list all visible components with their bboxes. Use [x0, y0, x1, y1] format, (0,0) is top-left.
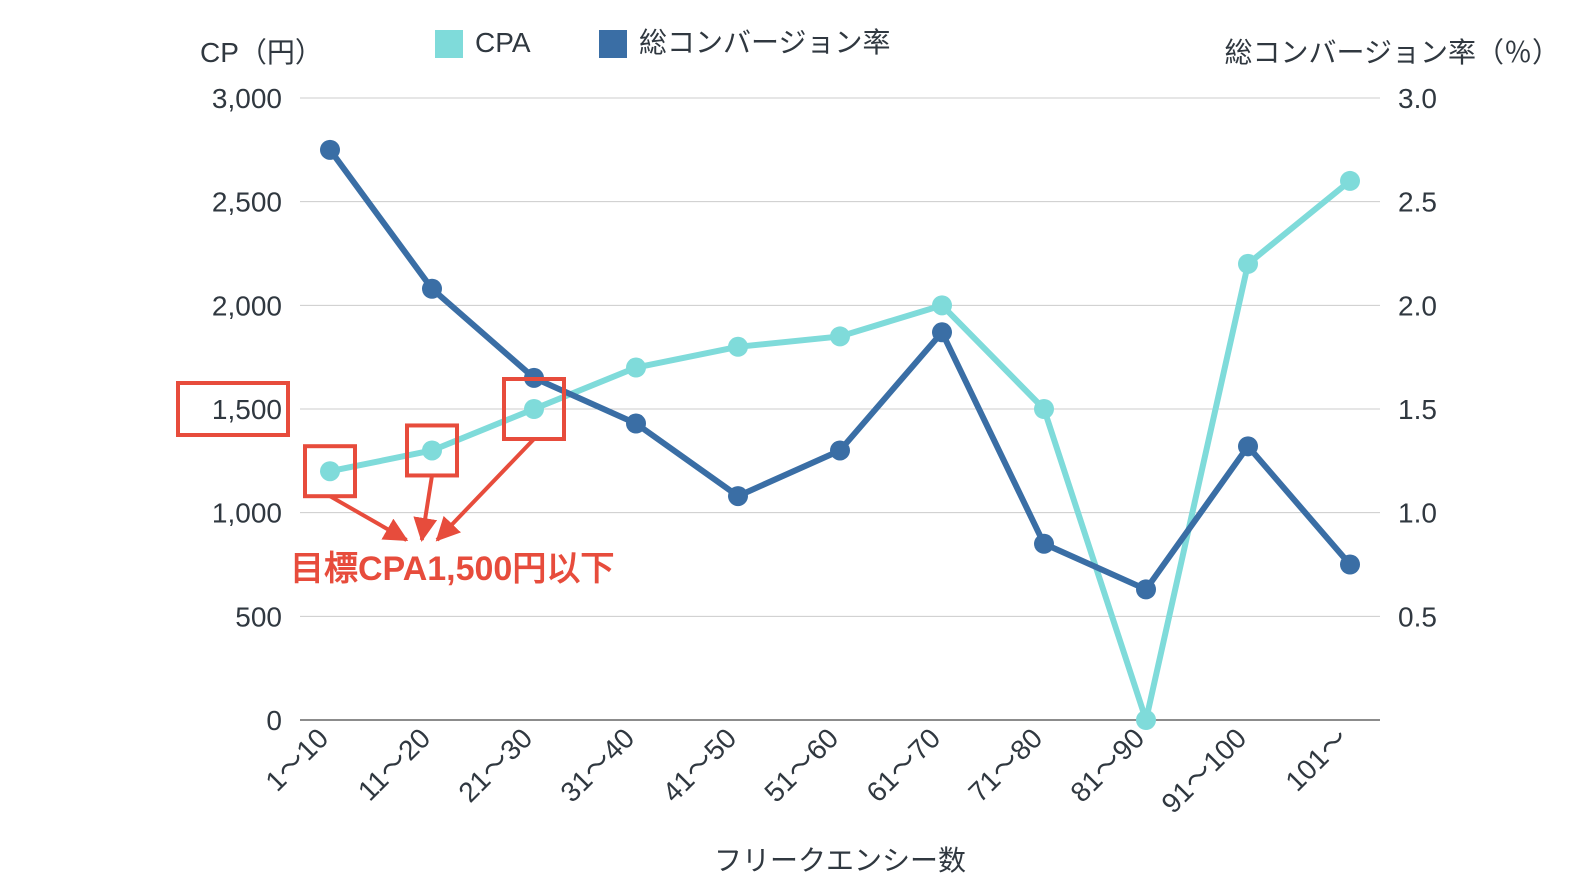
series-marker [1340, 555, 1360, 575]
series-marker [1034, 399, 1054, 419]
series-marker [626, 358, 646, 378]
y-right-tick-label: 1.0 [1398, 498, 1437, 529]
series-marker [524, 399, 544, 419]
series-marker [320, 461, 340, 481]
y-right-axis-title: 総コンバージョン率（％） [1225, 37, 1560, 68]
series-marker [1238, 254, 1258, 274]
annotation-text: 目標CPA1,500円以下 [290, 550, 614, 588]
x-tick-label: 21〜30 [452, 722, 538, 808]
x-tick-label: 101〜 [1279, 722, 1354, 797]
legend-swatch [599, 30, 627, 58]
x-tick-label: 41〜50 [656, 722, 742, 808]
legend-swatch [435, 30, 463, 58]
y-left-tick-label: 1,500 [212, 394, 282, 425]
series-marker [830, 440, 850, 460]
annotation-arrow [422, 475, 432, 540]
x-tick-label: 91〜100 [1155, 722, 1252, 819]
y-left-tick-label: 0 [266, 705, 282, 736]
x-tick-label: 61〜70 [860, 722, 946, 808]
series-marker [626, 414, 646, 434]
series-marker [1340, 171, 1360, 191]
series-marker [1238, 436, 1258, 456]
cpa-conversion-chart: 0 500 1,000 1,500 2,000 2,500 3,000 0.5 1.0 1.5 2.… [0, 0, 1586, 888]
chart-container: 0 500 1,000 1,500 2,000 2,500 3,000 0.5 1.0 1.5 2.… [0, 0, 1586, 888]
legend-label: CPA [475, 27, 531, 58]
series-marker [1034, 534, 1054, 554]
series-marker [1136, 710, 1156, 730]
x-tick-label: 11〜20 [352, 722, 436, 806]
series-marker [320, 140, 340, 160]
annotation-arrow [437, 439, 534, 540]
y-right-tick-label: 3.0 [1398, 83, 1437, 114]
x-tick-label: 51〜60 [758, 722, 844, 808]
series-marker [1136, 579, 1156, 599]
y-left-tick-label: 500 [235, 601, 282, 632]
y-left-tick-label: 1,000 [212, 498, 282, 529]
series-line-総コンバージョン率 [330, 150, 1350, 590]
y-right-tick-label: 2.5 [1398, 187, 1437, 218]
series-marker [932, 322, 952, 342]
y-left-tick-label: 2,000 [212, 290, 282, 321]
x-tick-label: 71〜80 [962, 722, 1048, 808]
x-axis-title: フリークエンシー数 [714, 845, 966, 876]
series-marker [422, 440, 442, 460]
series-marker [422, 279, 442, 299]
y-right-tick-label: 1.5 [1398, 394, 1437, 425]
series-marker [728, 486, 748, 506]
annotation-arrow [330, 496, 407, 540]
series-marker [932, 295, 952, 315]
series-marker [830, 326, 850, 346]
series-marker [728, 337, 748, 357]
y-right-tick-label: 2.0 [1398, 290, 1437, 321]
x-tick-label: 31〜40 [554, 722, 640, 808]
legend-label: 総コンバージョン率 [639, 27, 890, 58]
x-tick-label: 81〜90 [1064, 722, 1150, 808]
y-left-tick-label: 2,500 [212, 187, 282, 218]
y-left-tick-label: 3,000 [212, 83, 282, 114]
y-right-tick-label: 0.5 [1398, 601, 1437, 632]
y-left-axis-title: CP（円） [200, 37, 323, 68]
